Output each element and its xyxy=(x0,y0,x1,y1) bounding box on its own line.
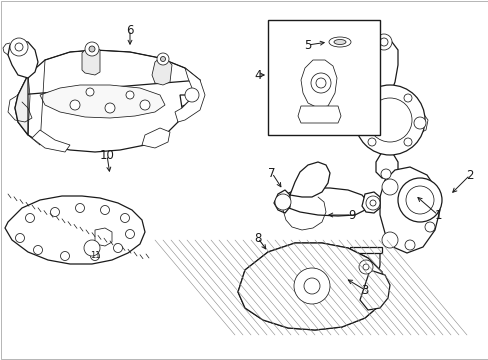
Circle shape xyxy=(89,46,95,52)
Circle shape xyxy=(86,88,94,96)
Circle shape xyxy=(120,213,129,222)
Circle shape xyxy=(381,179,397,195)
Polygon shape xyxy=(273,190,289,213)
Circle shape xyxy=(310,73,330,93)
Circle shape xyxy=(125,230,134,239)
Text: 8: 8 xyxy=(254,231,261,244)
Circle shape xyxy=(354,85,424,155)
Circle shape xyxy=(379,38,387,46)
Text: 11: 11 xyxy=(90,251,100,260)
Polygon shape xyxy=(40,85,164,118)
Circle shape xyxy=(362,264,368,270)
Circle shape xyxy=(157,53,169,65)
Circle shape xyxy=(126,91,134,99)
Polygon shape xyxy=(95,228,112,246)
Polygon shape xyxy=(351,253,379,287)
Ellipse shape xyxy=(333,40,346,45)
Circle shape xyxy=(50,207,60,216)
Text: 1: 1 xyxy=(433,208,441,221)
Text: 7: 7 xyxy=(268,166,275,180)
Circle shape xyxy=(70,100,80,110)
Circle shape xyxy=(358,260,372,274)
Bar xyxy=(267,20,379,135)
Ellipse shape xyxy=(328,37,350,47)
Polygon shape xyxy=(361,192,379,213)
Circle shape xyxy=(304,278,319,294)
Polygon shape xyxy=(82,48,100,75)
Text: 10: 10 xyxy=(100,149,114,162)
Polygon shape xyxy=(142,128,170,148)
Polygon shape xyxy=(8,40,38,78)
Circle shape xyxy=(274,194,290,210)
Polygon shape xyxy=(289,162,329,197)
Polygon shape xyxy=(15,75,28,135)
Circle shape xyxy=(365,196,379,210)
Text: 5: 5 xyxy=(304,39,311,51)
Circle shape xyxy=(85,42,99,56)
Circle shape xyxy=(405,186,433,214)
Circle shape xyxy=(403,94,411,102)
Polygon shape xyxy=(359,270,389,310)
Circle shape xyxy=(424,222,434,232)
Polygon shape xyxy=(238,243,384,330)
Circle shape xyxy=(403,138,411,146)
Circle shape xyxy=(369,200,375,206)
Text: 2: 2 xyxy=(465,168,473,181)
Circle shape xyxy=(380,169,390,179)
Circle shape xyxy=(367,98,411,142)
Circle shape xyxy=(75,203,84,212)
Circle shape xyxy=(113,243,122,252)
Circle shape xyxy=(367,94,375,102)
Polygon shape xyxy=(409,112,427,134)
Polygon shape xyxy=(371,40,397,90)
Circle shape xyxy=(375,34,391,50)
Polygon shape xyxy=(175,68,204,122)
Circle shape xyxy=(25,213,35,222)
Circle shape xyxy=(61,252,69,261)
Polygon shape xyxy=(282,188,367,216)
Polygon shape xyxy=(15,80,200,152)
Circle shape xyxy=(397,178,441,222)
Polygon shape xyxy=(32,130,70,152)
Polygon shape xyxy=(379,167,439,253)
Text: 4: 4 xyxy=(254,68,261,81)
Circle shape xyxy=(101,206,109,215)
Circle shape xyxy=(367,138,375,146)
Polygon shape xyxy=(238,243,384,330)
Circle shape xyxy=(84,240,100,256)
Polygon shape xyxy=(301,60,336,108)
Polygon shape xyxy=(375,152,397,178)
Circle shape xyxy=(16,234,24,243)
Circle shape xyxy=(184,88,199,102)
Polygon shape xyxy=(347,110,367,132)
Polygon shape xyxy=(5,196,145,264)
Polygon shape xyxy=(152,58,172,85)
Polygon shape xyxy=(349,247,381,253)
Circle shape xyxy=(15,43,23,51)
Polygon shape xyxy=(297,106,340,123)
Circle shape xyxy=(105,103,115,113)
Circle shape xyxy=(160,57,165,62)
Circle shape xyxy=(413,117,425,129)
Circle shape xyxy=(293,268,329,304)
Text: 9: 9 xyxy=(347,208,355,221)
Circle shape xyxy=(90,252,99,261)
Circle shape xyxy=(140,100,150,110)
Circle shape xyxy=(404,240,414,250)
Circle shape xyxy=(315,78,325,88)
Circle shape xyxy=(381,232,397,248)
Text: 6: 6 xyxy=(126,23,134,36)
Circle shape xyxy=(34,246,42,255)
Polygon shape xyxy=(18,50,200,120)
Circle shape xyxy=(350,116,362,128)
Circle shape xyxy=(10,38,28,56)
Text: 3: 3 xyxy=(361,284,368,297)
